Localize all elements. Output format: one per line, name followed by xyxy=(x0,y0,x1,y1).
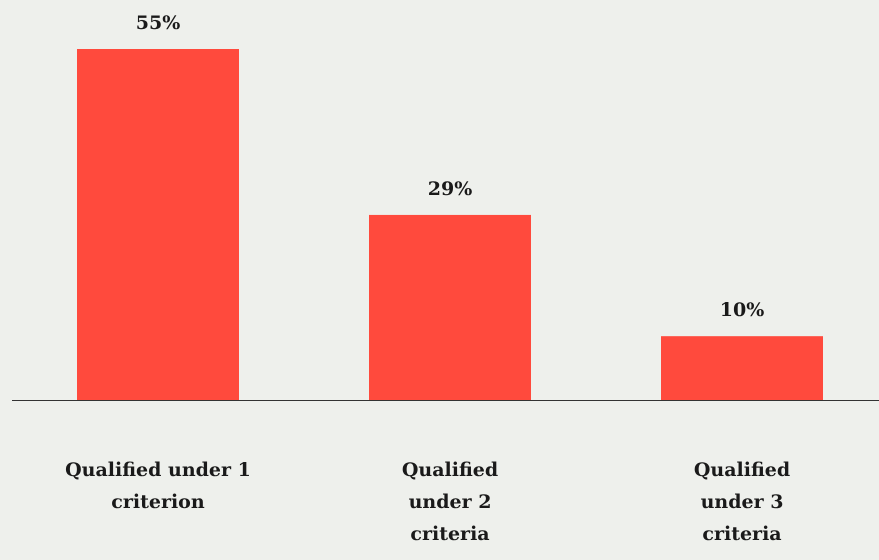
bar xyxy=(661,336,823,400)
value-label: 29% xyxy=(428,178,473,200)
x-tick-label: Qualified under 3 criteria xyxy=(693,459,791,545)
x-tick-label: Qualified under 1 criterion xyxy=(65,459,251,513)
x-tick-label: Qualified under 2 criteria xyxy=(401,459,499,545)
bar xyxy=(77,49,239,400)
bar xyxy=(369,214,531,400)
value-label: 55% xyxy=(136,12,181,34)
value-label: 10% xyxy=(720,299,765,321)
